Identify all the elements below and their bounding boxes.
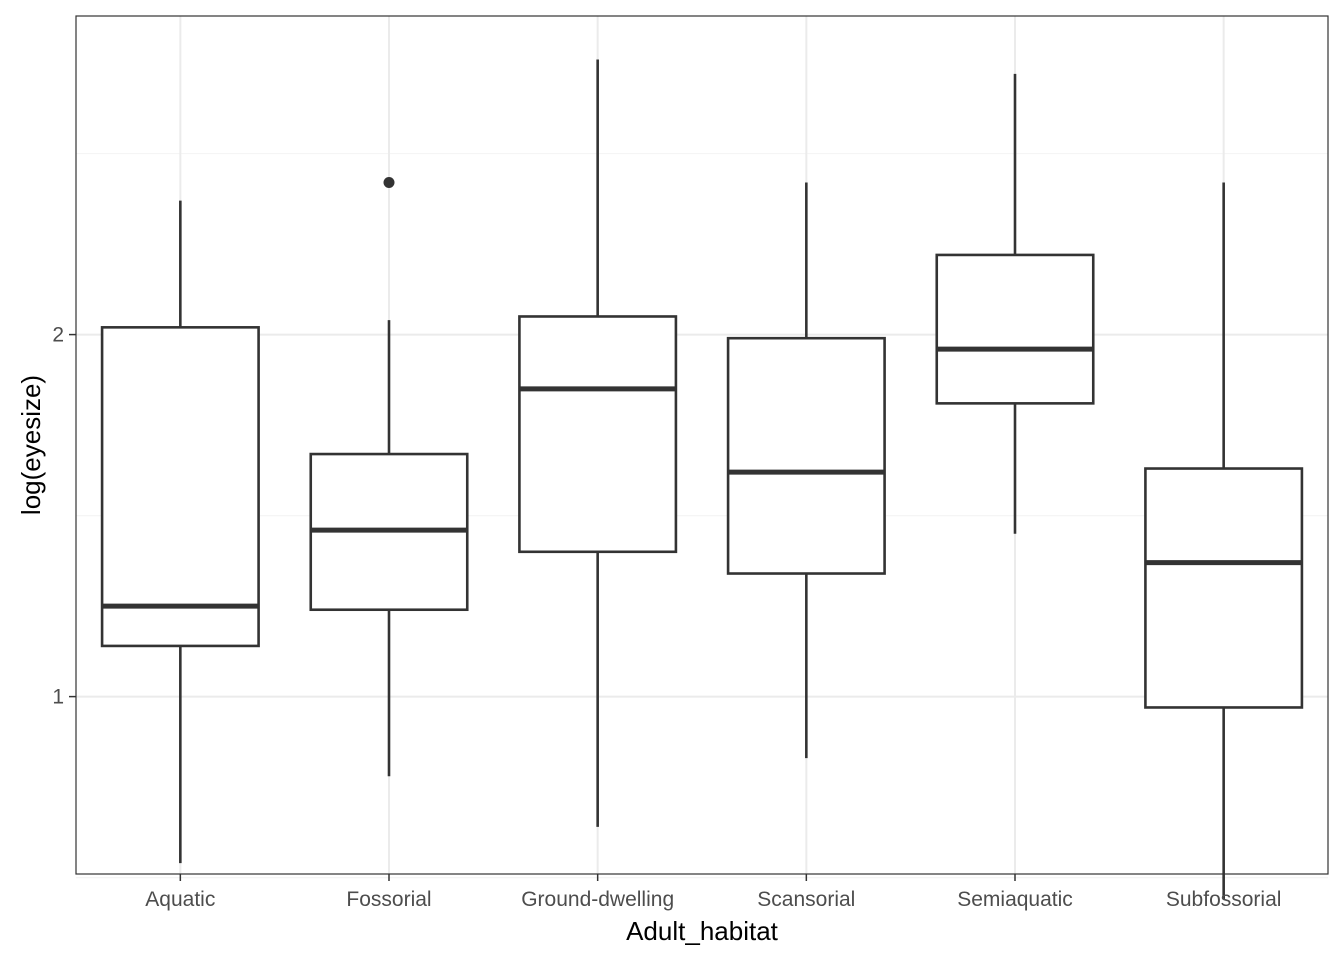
x-tick-label: Scansorial [757,888,855,911]
y-axis: 12 [52,324,76,709]
boxes [100,59,1304,900]
y-axis-title: log(eyesize) [16,375,46,515]
x-axis-title: Adult_habitat [626,916,779,946]
panel-background [76,16,1328,874]
box-iqr [935,253,1095,405]
box-iqr [1144,467,1304,709]
outlier-point [383,177,395,189]
x-axis: Aquatic Fossorial Ground-dwelling Scansoria… [145,874,1281,911]
panel-border [75,15,1329,875]
box-iqr [100,326,260,648]
y-tick-label: 1 [52,686,64,709]
box-fossorial [309,177,469,777]
box-iqr [726,336,886,575]
box-aquatic [100,200,260,864]
x-tick-label: Aquatic [145,888,215,911]
y-tick-label: 2 [52,324,64,347]
box-scansorial [726,182,886,759]
x-tick-label: Semiaquatic [957,888,1073,911]
grid-minor [76,152,1328,879]
x-tick-label: Subfossorial [1166,888,1282,911]
box-iqr [518,315,678,554]
box-ground-dwelling [518,59,678,827]
x-tick-label: Ground-dwelling [521,888,674,911]
box-subfossorial [1144,182,1304,900]
x-tick-label: Fossorial [346,888,431,911]
box-semiaquatic [935,73,1095,534]
